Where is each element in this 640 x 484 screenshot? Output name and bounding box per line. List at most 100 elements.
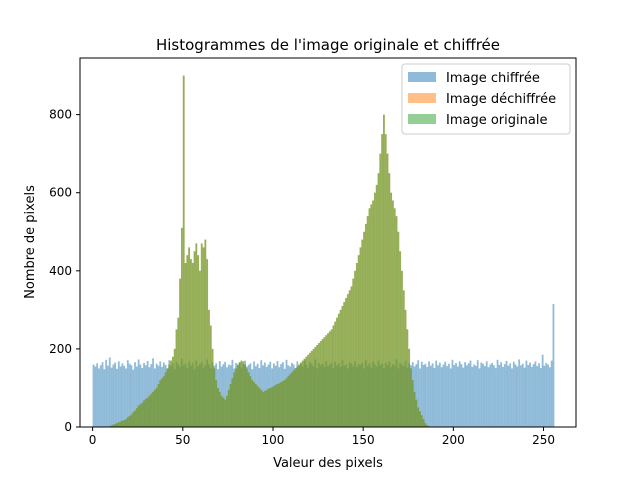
histogram-bar (103, 369, 106, 427)
histogram-bar (476, 360, 479, 427)
histogram-bar (240, 360, 243, 427)
histogram-bar (204, 239, 207, 427)
histogram-bar (159, 380, 162, 427)
histogram-bar (364, 223, 367, 427)
histogram-bar (464, 362, 466, 427)
histogram-bar (318, 343, 320, 427)
histogram-bar (244, 364, 246, 427)
histogram-bar (548, 367, 551, 427)
histogram-bar (408, 348, 411, 427)
histogram-bar (388, 173, 391, 427)
histogram-bar (489, 364, 492, 427)
x-axis-label: Valeur des pixels (273, 456, 383, 471)
histogram-bar (276, 384, 279, 427)
x-tick-label: 200 (442, 433, 465, 447)
histogram-bar (125, 419, 127, 427)
histogram-bar (413, 391, 416, 427)
histogram-bar (280, 382, 282, 427)
histogram-bar (529, 362, 531, 427)
histogram-bar (469, 360, 472, 427)
histogram-bar (222, 397, 225, 427)
histogram-bar (420, 415, 423, 427)
histogram-bar (397, 231, 400, 427)
legend-label: Image déchiffrée (446, 92, 556, 107)
histogram-bar (359, 247, 362, 427)
histogram-bar (300, 362, 302, 427)
histogram-bar (195, 243, 198, 427)
histogram-bar (292, 370, 295, 427)
histogram-bar (157, 384, 160, 427)
histogram-bar (271, 387, 273, 427)
histogram-bar (550, 360, 553, 427)
histogram-bar (164, 372, 167, 427)
y-axis-label: Nombre de pixels (23, 185, 38, 299)
histogram-bar (193, 251, 196, 427)
histogram-bar (215, 380, 218, 427)
histogram-bar (132, 369, 135, 427)
histogram-bar (502, 366, 504, 427)
histogram-bar (146, 397, 149, 427)
histogram-bar (184, 263, 187, 427)
histogram-bar (309, 352, 311, 427)
histogram-bar (538, 363, 540, 427)
histogram-bar (435, 360, 438, 427)
histogram-bar (334, 321, 337, 427)
histogram-bar (206, 259, 209, 427)
histogram-bar (197, 255, 200, 427)
histogram-bar (420, 361, 423, 427)
histogram-bar (482, 363, 485, 427)
histogram-bar (105, 359, 108, 427)
histogram-bar (233, 372, 236, 427)
y-tick-label: 600 (49, 186, 72, 200)
histogram-bar (170, 360, 172, 427)
histogram-bar (112, 424, 115, 427)
histogram-bar (148, 395, 151, 427)
histogram-bar (121, 420, 124, 427)
histogram-bar (316, 345, 319, 427)
histogram-bar (328, 331, 331, 427)
histogram-bar (128, 416, 131, 427)
histogram-bar (267, 388, 270, 427)
histogram-bar (314, 346, 317, 427)
histogram-bar (153, 389, 156, 427)
histogram-bar (181, 227, 183, 427)
histogram-bar (274, 384, 277, 427)
histogram-bar (354, 270, 356, 427)
histogram-bar (406, 329, 409, 427)
histogram-bar (107, 365, 109, 427)
histogram-bar (327, 333, 329, 427)
histogram-bar (511, 368, 513, 427)
histogram-bar (543, 365, 546, 427)
histogram-bar (478, 368, 481, 427)
histogram-bar (431, 363, 434, 427)
histogram-bar (116, 423, 118, 427)
histogram-bar (516, 366, 519, 427)
histogram-bar (249, 376, 252, 427)
histogram-bar (498, 364, 501, 427)
histogram-bar (449, 368, 452, 427)
histogram-bar (339, 309, 342, 427)
histogram-bar (321, 339, 324, 427)
histogram-bar (139, 404, 142, 427)
histogram-bar (523, 367, 526, 427)
histogram-bar (379, 153, 382, 428)
histogram-bar (325, 335, 328, 427)
histogram-bar (119, 366, 122, 427)
histogram-bar (525, 360, 528, 427)
legend-label: Image originale (446, 113, 547, 128)
histogram-bar (462, 367, 465, 427)
histogram-bar (419, 411, 421, 427)
histogram-bar (330, 329, 333, 427)
histogram-bar (336, 317, 338, 427)
histogram-bar (368, 208, 371, 427)
histogram-bar (411, 380, 414, 427)
histogram-bar (401, 270, 403, 427)
histogram-bar (245, 368, 248, 427)
histogram-bar (440, 367, 443, 427)
histogram-bar (137, 359, 140, 427)
histogram-bar (415, 399, 418, 427)
histogram-bar (135, 408, 138, 427)
histogram-bar (487, 367, 490, 427)
histogram-bar (345, 298, 347, 427)
